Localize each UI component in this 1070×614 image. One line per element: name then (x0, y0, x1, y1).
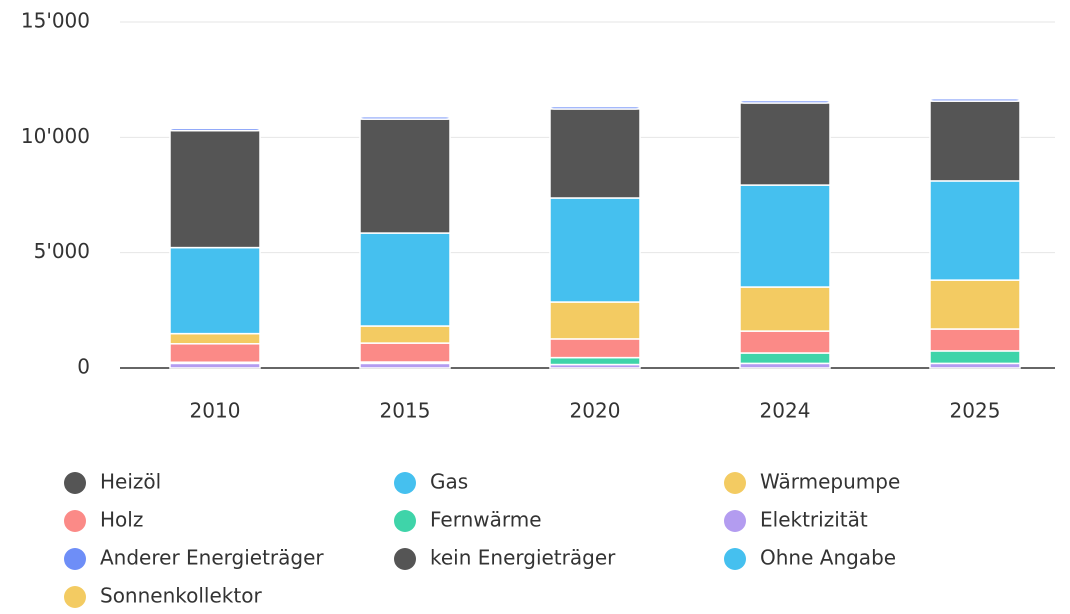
legend-marker (64, 586, 86, 608)
legend-label: Anderer Energieträger (100, 546, 324, 570)
bar-segment (929, 98, 1021, 102)
bar-segment (359, 118, 451, 234)
bar-segment (549, 108, 641, 199)
legend-marker (64, 472, 86, 494)
x-tick-label: 2010 (190, 399, 241, 423)
bar-segment (549, 105, 641, 110)
bar-segment (169, 129, 261, 249)
x-tick-label: 2024 (760, 399, 811, 423)
legend-label: kein Energieträger (430, 546, 616, 570)
legend-marker (394, 510, 416, 532)
bar-segment (549, 197, 641, 303)
y-tick-label: 10'000 (21, 124, 90, 148)
legend-label: Sonnenkollektor (100, 584, 262, 608)
bar-segment (929, 100, 1021, 182)
bar-segment (739, 184, 831, 288)
y-tick-label: 5'000 (34, 239, 90, 263)
legend-marker (64, 548, 86, 570)
bar-segment (929, 180, 1021, 281)
bar-segment (549, 356, 641, 366)
legend-marker (724, 548, 746, 570)
bar-segment (169, 332, 261, 345)
legend-marker (64, 510, 86, 532)
legend-marker (724, 472, 746, 494)
y-tick-label: 15'000 (21, 9, 90, 33)
bar-segment (929, 279, 1021, 330)
y-tick-label: 0 (77, 355, 90, 379)
bar-segment (169, 246, 261, 335)
x-tick-label: 2020 (570, 399, 621, 423)
bar-segment (359, 232, 451, 327)
bar-segment (359, 325, 451, 344)
legend-label: Heizöl (100, 470, 161, 494)
x-tick-label: 2025 (950, 399, 1001, 423)
legend-marker (394, 548, 416, 570)
x-tick-label: 2015 (380, 399, 431, 423)
bar-segment (929, 328, 1021, 352)
bar-segment (169, 343, 261, 363)
bar-segment (739, 102, 831, 186)
bar-segment (739, 352, 831, 365)
bar-segment (169, 127, 261, 132)
legend-label: Fernwärme (430, 508, 542, 532)
bar-segment (929, 350, 1021, 365)
legend-label: Holz (100, 508, 143, 532)
legend-marker (394, 472, 416, 494)
legend-label: Ohne Angabe (760, 546, 896, 570)
legend-label: Wärmepumpe (760, 470, 900, 494)
legend-label: Elektrizität (760, 508, 868, 532)
legend-marker (724, 510, 746, 532)
bar-segment (739, 330, 831, 354)
bar-segment (549, 338, 641, 359)
bar-segment (359, 116, 451, 120)
bar-segment (549, 301, 641, 340)
bar-segment (359, 342, 451, 363)
bar-segment (739, 286, 831, 332)
bar-segment (739, 99, 831, 104)
legend-label: Gas (430, 470, 468, 494)
